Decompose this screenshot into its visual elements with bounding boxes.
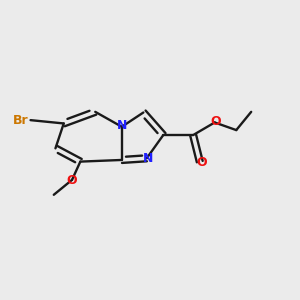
Text: N: N [143,152,154,166]
Text: N: N [117,119,127,132]
Text: O: O [67,174,77,188]
Text: O: O [196,156,207,169]
Text: O: O [210,115,221,128]
Text: Br: Br [13,114,29,127]
